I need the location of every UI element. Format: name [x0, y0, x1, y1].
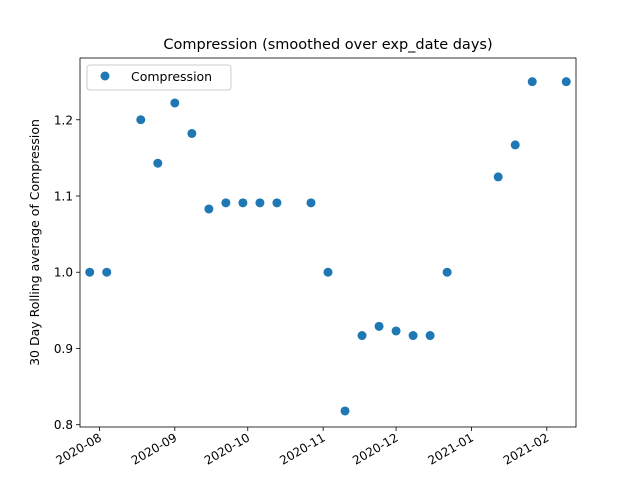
legend: Compression: [86, 64, 232, 91]
data-point: [493, 172, 503, 182]
data-point: [527, 77, 537, 87]
legend-marker: [100, 71, 110, 81]
legend-entry-compression: Compression: [131, 69, 212, 84]
data-point: [102, 267, 112, 277]
data-point: [255, 198, 265, 208]
y-tick-label: 1.1: [54, 189, 73, 203]
data-point: [442, 267, 452, 277]
y-tick-label: 1.2: [54, 113, 73, 127]
data-point: [357, 331, 367, 341]
y-axis: 0.8 0.9 1.0 1.1 1.2: [54, 113, 80, 432]
y-tick-label: 0.9: [54, 342, 73, 356]
plot-area: [85, 77, 571, 416]
data-point: [187, 128, 197, 138]
chart-title: Compression (smoothed over exp_date days…: [163, 37, 492, 53]
data-point: [136, 115, 146, 125]
y-tick-label: 1.0: [54, 266, 73, 280]
axes-frame: [79, 57, 577, 428]
data-point: [272, 198, 282, 208]
data-point: [391, 326, 401, 336]
data-point: [306, 198, 316, 208]
data-point: [425, 331, 435, 341]
data-point: [204, 204, 214, 214]
legend-box: [86, 64, 232, 91]
data-point: [85, 267, 95, 277]
data-point: [561, 77, 571, 87]
y-axis-label: 30 Day Rolling average of Compression: [27, 119, 42, 366]
data-point: [170, 98, 180, 108]
data-point: [238, 198, 248, 208]
data-point: [408, 331, 418, 341]
data-point: [323, 267, 333, 277]
data-point: [510, 140, 520, 150]
y-tick-label: 0.8: [54, 418, 73, 432]
data-point: [221, 198, 231, 208]
data-point: [340, 406, 350, 416]
data-point: [153, 158, 163, 168]
data-point: [374, 321, 384, 331]
